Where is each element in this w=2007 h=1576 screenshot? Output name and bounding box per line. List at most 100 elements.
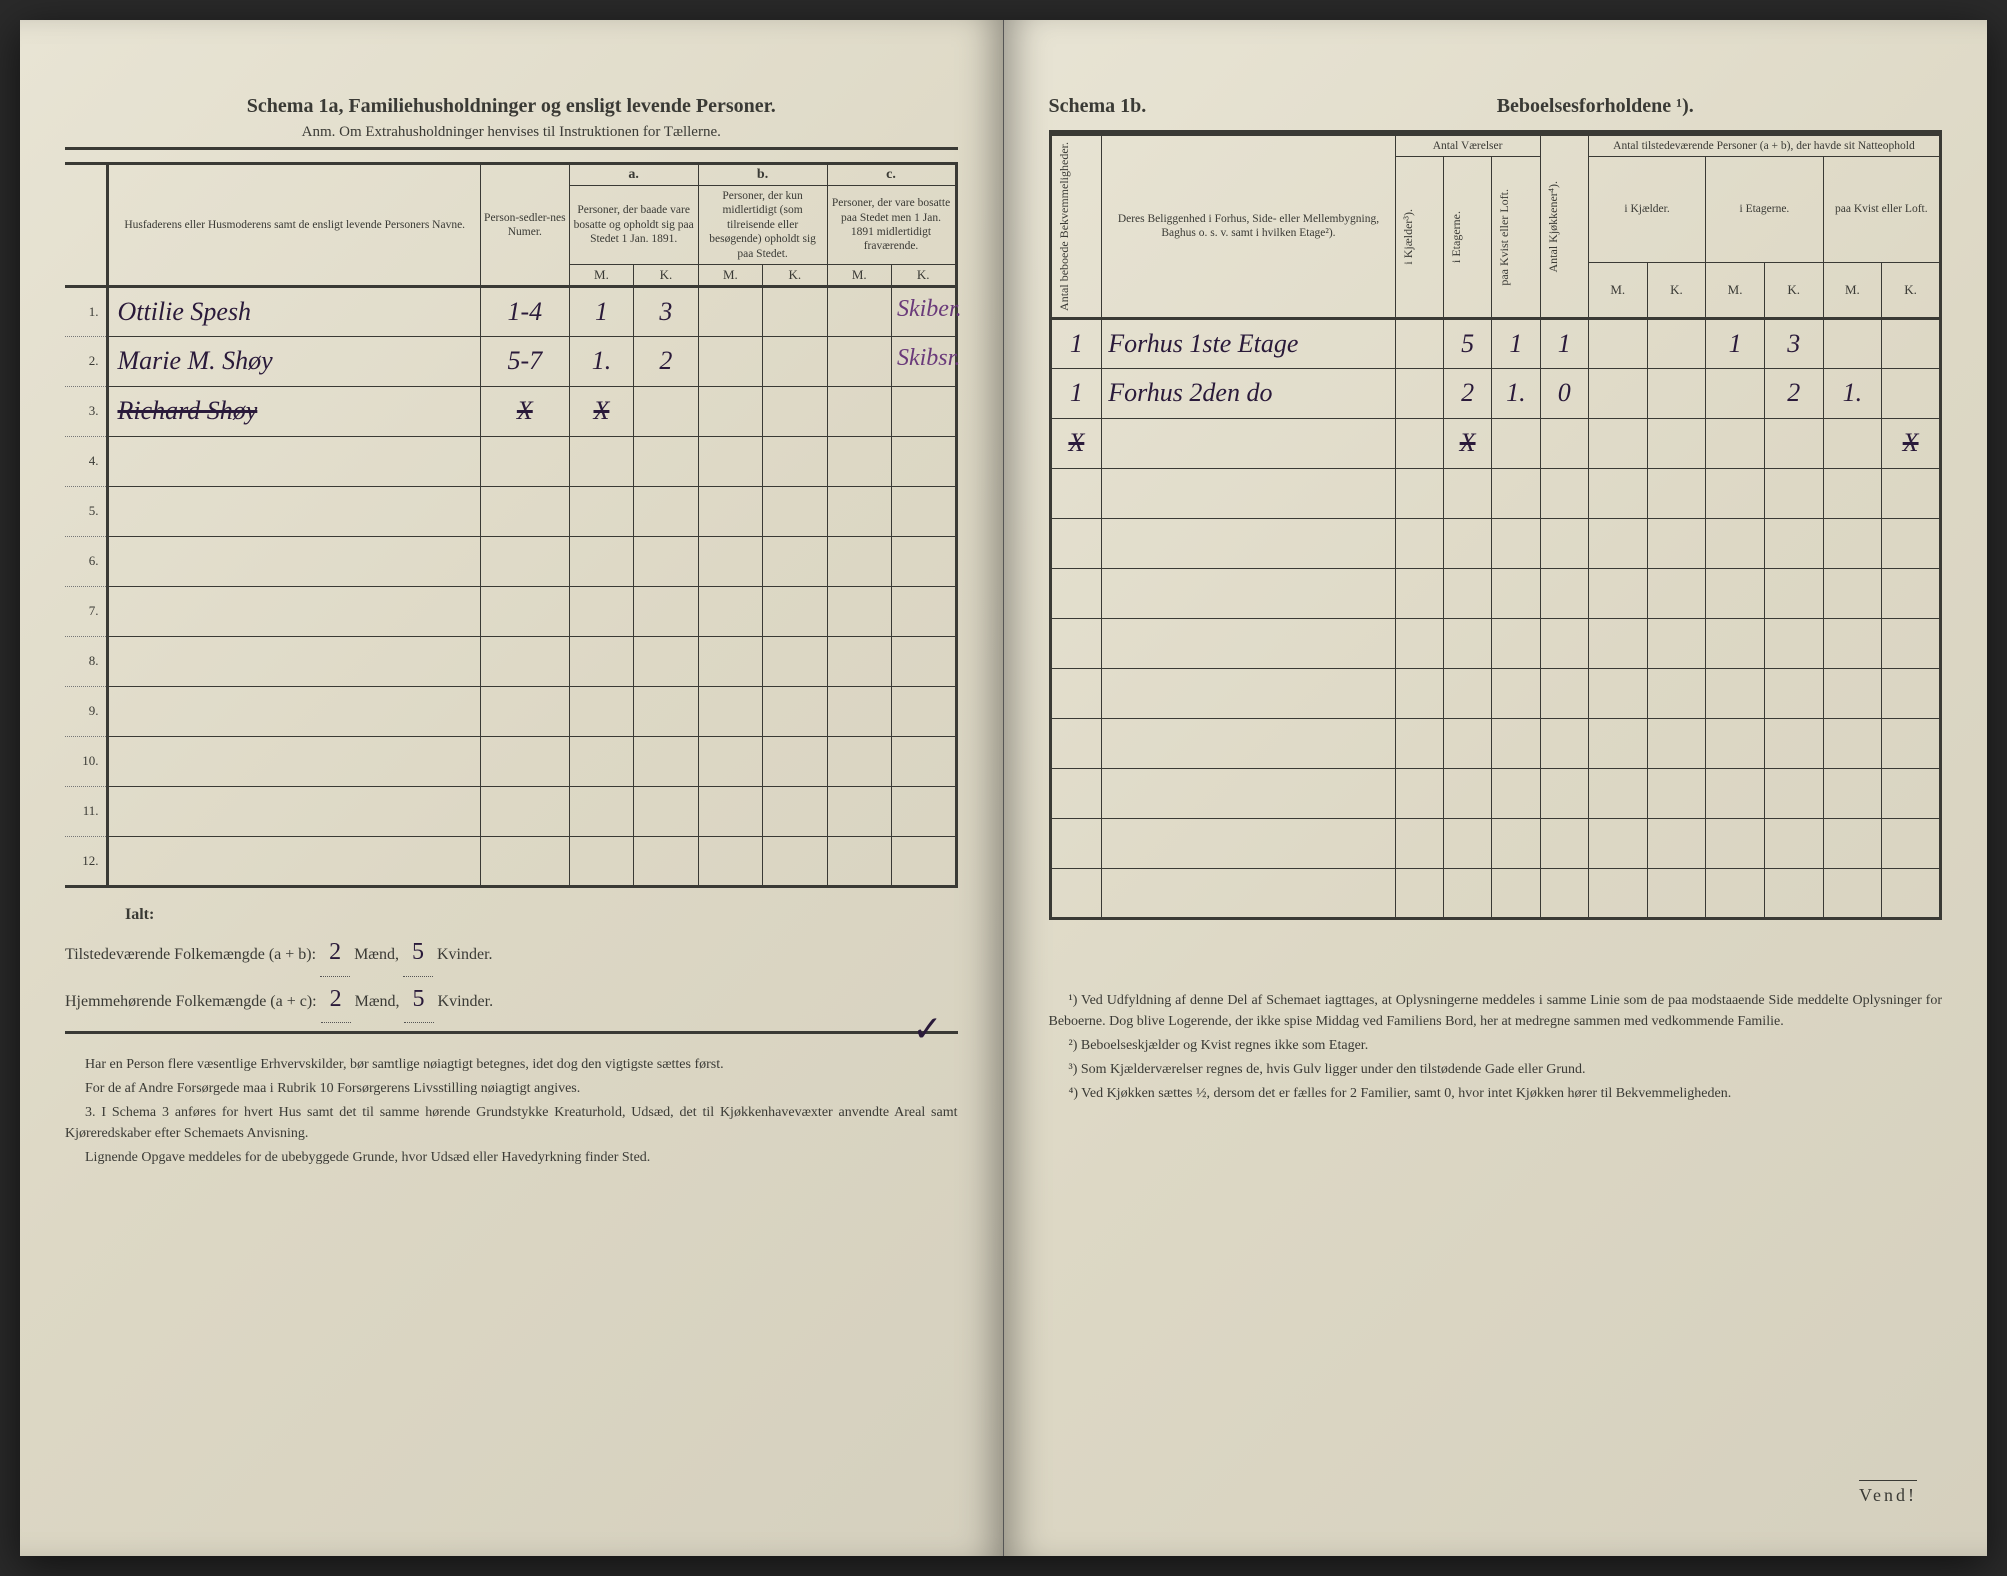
- beligg-cell: [1102, 518, 1395, 568]
- persnum-cell: [480, 486, 569, 536]
- table-row: 9.: [65, 686, 956, 736]
- col-beligg: Deres Beliggenhed i Forhus, Side- eller …: [1102, 135, 1395, 319]
- schema-1a-table: Husfaderens eller Husmoderens samt de en…: [65, 162, 958, 888]
- row-number: 5.: [65, 486, 108, 536]
- table-row: 10.: [65, 736, 956, 786]
- name-cell: Marie M. Shøy: [108, 336, 480, 386]
- name-cell: Richard Shøy: [108, 386, 480, 436]
- table-row: [1050, 668, 1941, 718]
- table-row: [1050, 768, 1941, 818]
- table-row: 1 Forhus 1ste Etage 5 1 1 1 3: [1050, 318, 1941, 368]
- row-number: 8.: [65, 636, 108, 686]
- row-number: 3.: [65, 386, 108, 436]
- beligg-cell: [1102, 568, 1395, 618]
- schema-1b-label: Schema 1b.: [1049, 95, 1249, 118]
- beligg-cell: [1102, 868, 1395, 918]
- col-antal-vaer: Antal Værelser: [1395, 135, 1540, 157]
- right-footnotes: ¹) Ved Udfyldning af denne Del af Schema…: [1049, 990, 1943, 1104]
- table-row: 11.: [65, 786, 956, 836]
- name-cell: [108, 736, 480, 786]
- row-number: 4.: [65, 436, 108, 486]
- persnum-cell: 1-4: [480, 286, 569, 336]
- name-cell: [108, 536, 480, 586]
- table-row: [1050, 868, 1941, 918]
- table-row: 7.: [65, 586, 956, 636]
- name-cell: [108, 686, 480, 736]
- col-a-label: a.: [569, 164, 698, 186]
- persnum-cell: [480, 736, 569, 786]
- table-row: [1050, 818, 1941, 868]
- row-number: 6.: [65, 536, 108, 586]
- col-c-label: c.: [827, 164, 956, 186]
- persnum-cell: [480, 636, 569, 686]
- persnum-cell: [480, 586, 569, 636]
- table-row: 2. Marie M. Shøy 5-7 1. 2 Skibsr.: [65, 336, 956, 386]
- name-cell: [108, 436, 480, 486]
- col-persnum: Person-sedler-nes Numer.: [480, 164, 569, 287]
- table-row: 1 Forhus 2den do 2 1. 0 2 1.: [1050, 368, 1941, 418]
- col-antal-tilst: Antal tilstedeværende Personer (a + b), …: [1588, 135, 1940, 157]
- checkmark-icon: ✓: [912, 1008, 942, 1050]
- table-row: 8.: [65, 636, 956, 686]
- beligg-cell: [1102, 618, 1395, 668]
- footnote-line: Har en Person flere væsentlige Erhvervsk…: [65, 1054, 958, 1075]
- vend-label: Vend!: [1859, 1480, 1917, 1506]
- footnote-line: ⁴) Ved Kjøkken sættes ½, dersom det er f…: [1049, 1083, 1943, 1104]
- table-row: [1050, 618, 1941, 668]
- beligg-cell: [1102, 768, 1395, 818]
- table-row: 5.: [65, 486, 956, 536]
- summary-line-2: Hjemmehørende Folkemængde (a + c): 2 Mæn…: [65, 977, 958, 1035]
- table-row: 6.: [65, 536, 956, 586]
- row-number: 12.: [65, 836, 108, 886]
- name-cell: [108, 786, 480, 836]
- left-page: Schema 1a, Familiehusholdninger og ensli…: [20, 20, 1004, 1556]
- col-kjokkener: Antal Kjøkkener⁴).: [1544, 177, 1563, 277]
- row-number: 9.: [65, 686, 108, 736]
- col-c-text: Personer, der vare bosatte paa Stedet me…: [827, 186, 956, 265]
- schema-1b-table: Antal beboede Bekvemmeligheder. Deres Be…: [1049, 133, 1943, 920]
- census-book-spread: Schema 1a, Familiehusholdninger og ensli…: [20, 20, 1987, 1556]
- footnote-line: ²) Beboelseskjælder og Kvist regnes ikke…: [1049, 1035, 1943, 1056]
- col-bekv: Antal beboede Bekvemmeligheder.: [1055, 138, 1074, 315]
- name-cell: [108, 486, 480, 536]
- footnote-line: For de af Andre Forsørgede maa i Rubrik …: [65, 1078, 958, 1099]
- beligg-cell: [1102, 718, 1395, 768]
- name-cell: [108, 836, 480, 886]
- summary-line-1: Tilstedeværende Folkemængde (a + b): 2 M…: [65, 930, 958, 977]
- persnum-cell: [480, 686, 569, 736]
- persnum-cell: 5-7: [480, 336, 569, 386]
- right-page: Schema 1b. Beboelsesforholdene ¹). Antal…: [1004, 20, 1988, 1556]
- beligg-cell: Forhus 2den do: [1102, 368, 1395, 418]
- row-number: 7.: [65, 586, 108, 636]
- table-row: X X X: [1050, 418, 1941, 468]
- row-number: 10.: [65, 736, 108, 786]
- beligg-cell: [1102, 418, 1395, 468]
- schema-1a-title: Schema 1a, Familiehusholdninger og ensli…: [65, 95, 958, 118]
- table-row: 12.: [65, 836, 956, 886]
- col-b-label: b.: [698, 164, 827, 186]
- table-row: 1. Ottilie Spesh 1-4 1 3 Skiber.: [65, 286, 956, 336]
- table-row: [1050, 468, 1941, 518]
- persnum-cell: [480, 536, 569, 586]
- col-b-text: Personer, der kun midlertidigt (som tilr…: [698, 186, 827, 265]
- beligg-cell: [1102, 468, 1395, 518]
- name-cell: [108, 636, 480, 686]
- persnum-cell: [480, 836, 569, 886]
- table-row: 3. Richard Shøy X X: [65, 386, 956, 436]
- table-row: [1050, 718, 1941, 768]
- beligg-cell: [1102, 668, 1395, 718]
- footnote-line: 3. I Schema 3 anføres for hvert Hus samt…: [65, 1102, 958, 1144]
- table-row: [1050, 518, 1941, 568]
- name-cell: Ottilie Spesh: [108, 286, 480, 336]
- schema-1b-title: Beboelsesforholdene ¹).: [1249, 95, 1943, 118]
- beligg-cell: Forhus 1ste Etage: [1102, 318, 1395, 368]
- row-number: 1.: [65, 286, 108, 336]
- row-number: 2.: [65, 336, 108, 386]
- col-names: Husfaderens eller Husmoderens samt de en…: [108, 164, 480, 287]
- table-row: 4.: [65, 436, 956, 486]
- summary-block: Ialt: Tilstedeværende Folkemængde (a + b…: [65, 900, 958, 1035]
- schema-1a-subtitle: Anm. Om Extrahusholdninger henvises til …: [65, 124, 958, 150]
- persnum-cell: [480, 436, 569, 486]
- row-number: 11.: [65, 786, 108, 836]
- beligg-cell: [1102, 818, 1395, 868]
